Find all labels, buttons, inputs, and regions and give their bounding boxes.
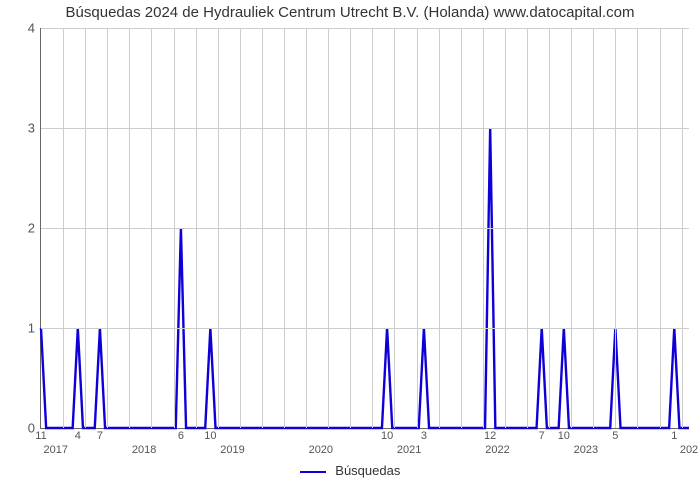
- gridline-vertical: [218, 28, 219, 428]
- gridline-vertical: [174, 28, 175, 428]
- gridline-vertical: [85, 28, 86, 428]
- gridline-vertical: [306, 28, 307, 428]
- x-tick-label: 3: [421, 430, 427, 442]
- legend-item: Búsquedas: [300, 463, 401, 478]
- x-year-label: 2017: [43, 444, 67, 456]
- x-tick-label: 12: [484, 430, 496, 442]
- x-year-label: 2020: [309, 444, 333, 456]
- y-tick-label: 4: [28, 21, 35, 36]
- gridline-vertical: [196, 28, 197, 428]
- y-tick-label: 1: [28, 321, 35, 336]
- gridline-vertical: [483, 28, 484, 428]
- gridline-vertical: [615, 28, 616, 428]
- x-tick-label: 10: [204, 430, 216, 442]
- gridline-vertical: [527, 28, 528, 428]
- x-tick-label: 7: [97, 430, 103, 442]
- chart-container: Búsquedas 2024 de Hydrauliek Centrum Utr…: [0, 0, 700, 500]
- gridline-vertical: [660, 28, 661, 428]
- legend-label: Búsquedas: [335, 463, 400, 478]
- gridline-vertical: [439, 28, 440, 428]
- gridline-vertical: [129, 28, 130, 428]
- chart-title: Búsquedas 2024 de Hydrauliek Centrum Utr…: [0, 4, 700, 21]
- gridline-vertical: [328, 28, 329, 428]
- gridline-vertical: [637, 28, 638, 428]
- gridline-vertical: [571, 28, 572, 428]
- gridline-vertical: [240, 28, 241, 428]
- gridline-horizontal: [41, 128, 689, 129]
- plot-area: 0123411476101031271051201720182019202020…: [40, 28, 689, 429]
- gridline-vertical: [505, 28, 506, 428]
- x-year-label: 202: [680, 444, 698, 456]
- y-tick-label: 2: [28, 221, 35, 236]
- gridline-vertical: [350, 28, 351, 428]
- x-year-label: 2018: [132, 444, 156, 456]
- gridline-vertical: [151, 28, 152, 428]
- gridline-horizontal: [41, 28, 689, 29]
- x-tick-label: 10: [558, 430, 570, 442]
- gridline-vertical: [417, 28, 418, 428]
- gridline-vertical: [63, 28, 64, 428]
- x-tick-label: 5: [612, 430, 618, 442]
- gridline-vertical: [682, 28, 683, 428]
- y-tick-label: 3: [28, 121, 35, 136]
- gridline-vertical: [394, 28, 395, 428]
- y-tick-label: 0: [28, 421, 35, 436]
- x-tick-label: 6: [178, 430, 184, 442]
- x-year-label: 2021: [397, 444, 421, 456]
- gridline-vertical: [372, 28, 373, 428]
- legend: Búsquedas: [0, 462, 700, 480]
- gridline-vertical: [461, 28, 462, 428]
- x-year-label: 2023: [574, 444, 598, 456]
- gridline-horizontal: [41, 328, 689, 329]
- gridline-vertical: [284, 28, 285, 428]
- x-tick-label: 11: [35, 430, 46, 442]
- x-tick-label: 4: [75, 430, 81, 442]
- gridline-vertical: [549, 28, 550, 428]
- x-tick-label: 7: [539, 430, 545, 442]
- x-tick-label: 10: [381, 430, 393, 442]
- gridline-vertical: [593, 28, 594, 428]
- gridline-vertical: [107, 28, 108, 428]
- gridline-horizontal: [41, 228, 689, 229]
- x-tick-label: 1: [671, 430, 677, 442]
- gridline-vertical: [262, 28, 263, 428]
- x-year-label: 2019: [220, 444, 244, 456]
- x-year-label: 2022: [485, 444, 509, 456]
- legend-swatch: [300, 471, 326, 473]
